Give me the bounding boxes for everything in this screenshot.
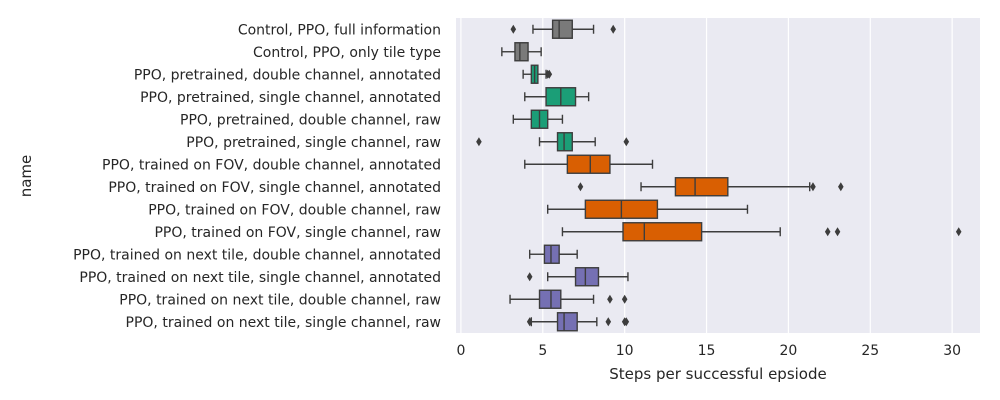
outlier-point [623, 317, 630, 327]
box-group [561, 222, 962, 242]
outlier-point [510, 24, 517, 34]
box-group [524, 87, 590, 107]
y-tick-label: PPO, trained on next tile, double channe… [119, 292, 441, 308]
y-tick-label: Control, PPO, full information [238, 22, 441, 38]
box-iqr [551, 19, 573, 39]
box-group [501, 42, 542, 62]
outlier-point [834, 227, 841, 237]
box-iqr [538, 289, 562, 309]
box-group [528, 244, 578, 264]
outlier-point [810, 182, 816, 192]
x-tick-label: 5 [538, 343, 547, 359]
box-iqr [674, 177, 729, 197]
box-group [577, 177, 844, 197]
y-tick-label: PPO, trained on next tile, single channe… [126, 315, 441, 331]
y-axis-title: name [17, 155, 35, 198]
gridlines [460, 18, 953, 333]
y-tick-label: PPO, trained on next tile, double channe… [73, 247, 441, 263]
y-tick-label: PPO, pretrained, single channel, raw [186, 135, 441, 151]
outlier-point [824, 227, 831, 237]
box-iqr [543, 244, 560, 264]
box-group [526, 267, 629, 287]
outlier-point [526, 317, 533, 327]
x-tick-label: 10 [616, 343, 634, 359]
x-tick-labels: 0 5 10 15 20 25 30 [456, 343, 961, 359]
outlier-point [838, 182, 844, 192]
outlier-point [605, 317, 612, 327]
box-group [512, 109, 564, 129]
y-tick-label: PPO, trained on FOV, single channel, raw [154, 225, 441, 241]
box-iqr [514, 42, 529, 62]
box-iqr [556, 312, 578, 332]
y-tick-label: PPO, trained on FOV, double channel, ann… [102, 157, 441, 173]
outlier-point [607, 294, 613, 304]
x-axis-title: Steps per successful epsiode [609, 365, 826, 383]
box-group [526, 312, 630, 332]
y-tick-label: PPO, trained on next tile, single channe… [79, 270, 441, 286]
box-iqr [556, 132, 573, 152]
box-series [476, 19, 962, 332]
y-tick-label: PPO, trained on FOV, double channel, raw [148, 202, 441, 218]
outlier-point [546, 69, 553, 79]
y-tick-label: PPO, trained on FOV, single channel, ann… [108, 180, 441, 196]
outlier-point [623, 137, 630, 147]
outlier-point [610, 24, 616, 34]
box-iqr [574, 267, 600, 287]
outlier-point [577, 182, 584, 192]
box-group [524, 154, 654, 174]
box-iqr [622, 222, 703, 242]
y-tick-label: PPO, pretrained, double channel, annotat… [134, 67, 441, 83]
box-group [509, 289, 628, 309]
outlier-point [955, 227, 962, 237]
x-tick-label: 30 [943, 343, 961, 359]
y-tick-label: PPO, pretrained, single channel, annotat… [140, 90, 441, 106]
x-tick-label: 20 [779, 343, 797, 359]
y-tick-labels: Control, PPO, full information Control, P… [73, 22, 441, 331]
x-tick-label: 0 [456, 343, 465, 359]
box-group [510, 19, 616, 39]
box-group [522, 64, 553, 84]
outlier-point [476, 137, 482, 147]
outlier-point [621, 294, 628, 304]
y-tick-label: Control, PPO, only tile type [253, 45, 441, 61]
x-tick-label: 15 [698, 343, 716, 359]
box-iqr [566, 154, 611, 174]
y-tick-label: PPO, pretrained, double channel, raw [180, 112, 441, 128]
x-tick-label: 25 [861, 343, 879, 359]
box-group [476, 132, 630, 152]
outlier-point [526, 272, 533, 282]
box-group [547, 199, 749, 219]
